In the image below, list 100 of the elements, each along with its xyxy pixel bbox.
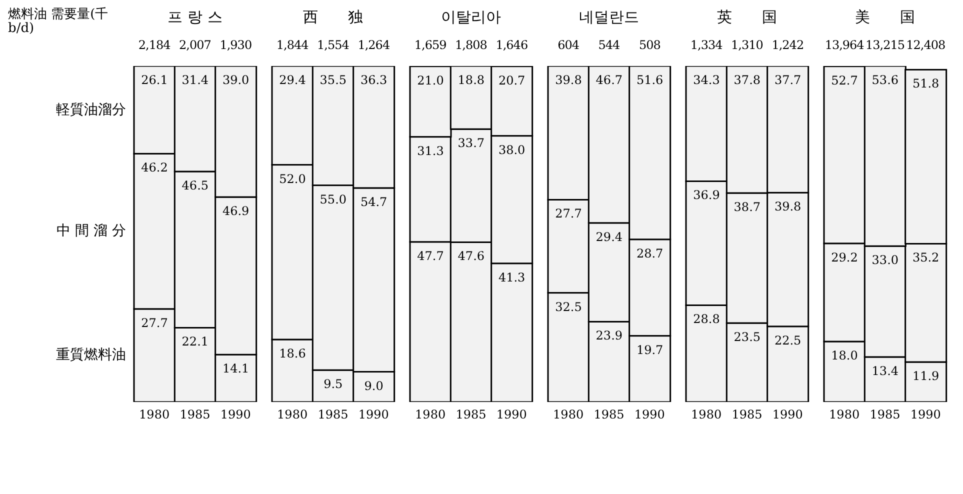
data-label: 28.8 [693, 312, 720, 326]
chart-title: 英 国 [716, 8, 778, 28]
data-label: 34.3 [693, 73, 720, 87]
data-label: 52.0 [279, 172, 306, 186]
x-tick-label: 1985 [456, 408, 486, 422]
data-label: 46.5 [182, 178, 209, 193]
data-label: 18.8 [458, 73, 485, 87]
data-label: 47.7 [417, 248, 444, 263]
data-label: 37.8 [734, 73, 761, 87]
data-label: 46.9 [222, 204, 250, 218]
data-label: 53.6 [872, 73, 899, 87]
x-tick-label: 1990 [910, 408, 941, 422]
x-tick-label: 1985 [180, 408, 210, 422]
series-label: 中 間 溜 分 [56, 222, 126, 240]
data-label: 36.3 [360, 73, 388, 87]
series-label: 軽質油溜分 [56, 100, 126, 119]
data-label: 23.5 [734, 330, 761, 344]
data-label: 22.1 [182, 334, 209, 349]
x-tick-label: 1985 [594, 408, 624, 422]
data-label: 31.4 [182, 73, 209, 87]
data-label: 31.3 [417, 144, 444, 158]
data-label: 27.7 [141, 316, 168, 330]
data-label: 37.7 [774, 73, 802, 87]
data-label: 46.7 [596, 73, 623, 87]
series-label: 重質燃料油 [56, 346, 126, 364]
text: 508 [638, 38, 662, 52]
data-label: 39.0 [222, 73, 250, 87]
text: 1,554 [316, 38, 350, 52]
text: 燃料油 需要量(千b/d) [8, 7, 110, 36]
x-tick-label: 1990 [220, 408, 251, 422]
text: 1,264 [356, 38, 391, 52]
data-label: 52.7 [831, 73, 858, 88]
chart-title: 美 国 [854, 8, 916, 28]
data-label: 51.6 [636, 73, 664, 87]
data-label: 46.2 [141, 160, 168, 175]
chart-title: 西 独 [302, 8, 364, 28]
text: 1,930 [218, 38, 253, 52]
data-label: 14.1 [222, 362, 250, 376]
data-label: 18.6 [279, 346, 306, 361]
text: 1,646 [494, 38, 529, 52]
x-tick-label: 1980 [415, 408, 446, 422]
text: 544 [597, 38, 621, 52]
x-tick-label: 1990 [358, 408, 389, 422]
text: 2,007 [178, 38, 212, 52]
x-tick-label: 1985 [318, 408, 348, 422]
text: 13,215 [864, 38, 906, 52]
data-label: 21.0 [417, 73, 444, 88]
x-tick-label: 1980 [277, 408, 308, 422]
text: 2,184 [137, 38, 172, 52]
data-label: 33.7 [458, 136, 485, 150]
chart-title: 이탈리아 [440, 8, 502, 28]
text: 13,964 [824, 38, 865, 52]
data-label: 47.6 [458, 249, 485, 264]
x-tick-label: 1980 [691, 408, 722, 422]
data-label: 9.0 [364, 378, 384, 393]
x-tick-label: 1980 [553, 408, 584, 422]
x-tick-label: 1980 [139, 408, 170, 422]
data-label: 20.7 [498, 73, 526, 88]
data-label: 38.0 [498, 142, 526, 157]
x-tick-label: 1990 [772, 408, 803, 422]
data-label: 39.8 [774, 200, 802, 214]
data-label: 35.2 [912, 250, 940, 265]
data-label: 9.5 [324, 377, 343, 392]
data-label: 27.7 [555, 206, 582, 221]
data-label: 28.7 [636, 246, 664, 260]
chart-title: 프 랑 스 [166, 8, 224, 28]
data-label: 29.2 [831, 250, 858, 264]
text: 1,808 [454, 38, 488, 52]
x-tick-label: 1990 [496, 408, 527, 422]
data-label: 23.9 [596, 328, 623, 343]
data-label: 11.9 [912, 369, 940, 384]
chart-title: 네덜란드 [578, 8, 640, 28]
text: 1,334 [689, 38, 724, 52]
data-label: 51.8 [912, 76, 940, 91]
data-label: 54.7 [360, 194, 388, 209]
data-label: 26.1 [141, 73, 168, 87]
x-tick-label: 1980 [829, 408, 860, 422]
text: 1,659 [413, 38, 448, 52]
data-label: 29.4 [596, 230, 623, 244]
text: 1,310 [730, 38, 764, 52]
data-label: 33.0 [872, 253, 899, 268]
data-label: 41.3 [498, 270, 526, 284]
x-tick-label: 1985 [870, 408, 900, 422]
text: 12,408 [905, 38, 946, 52]
data-label: 39.8 [555, 73, 582, 87]
data-label: 32.5 [555, 300, 582, 314]
text: 1,844 [275, 38, 310, 52]
data-label: 38.7 [734, 200, 761, 214]
data-label: 35.5 [320, 73, 347, 87]
data-label: 36.9 [693, 188, 720, 202]
data-label: 19.7 [636, 342, 664, 357]
x-tick-label: 1990 [634, 408, 665, 422]
x-tick-label: 1985 [732, 408, 762, 422]
data-label: 18.0 [831, 348, 858, 363]
data-label: 29.4 [279, 73, 306, 87]
text: 1,242 [770, 38, 805, 52]
data-label: 55.0 [320, 192, 347, 206]
text: 604 [556, 38, 580, 52]
data-label: 22.5 [774, 333, 802, 348]
data-label: 13.4 [872, 364, 899, 378]
